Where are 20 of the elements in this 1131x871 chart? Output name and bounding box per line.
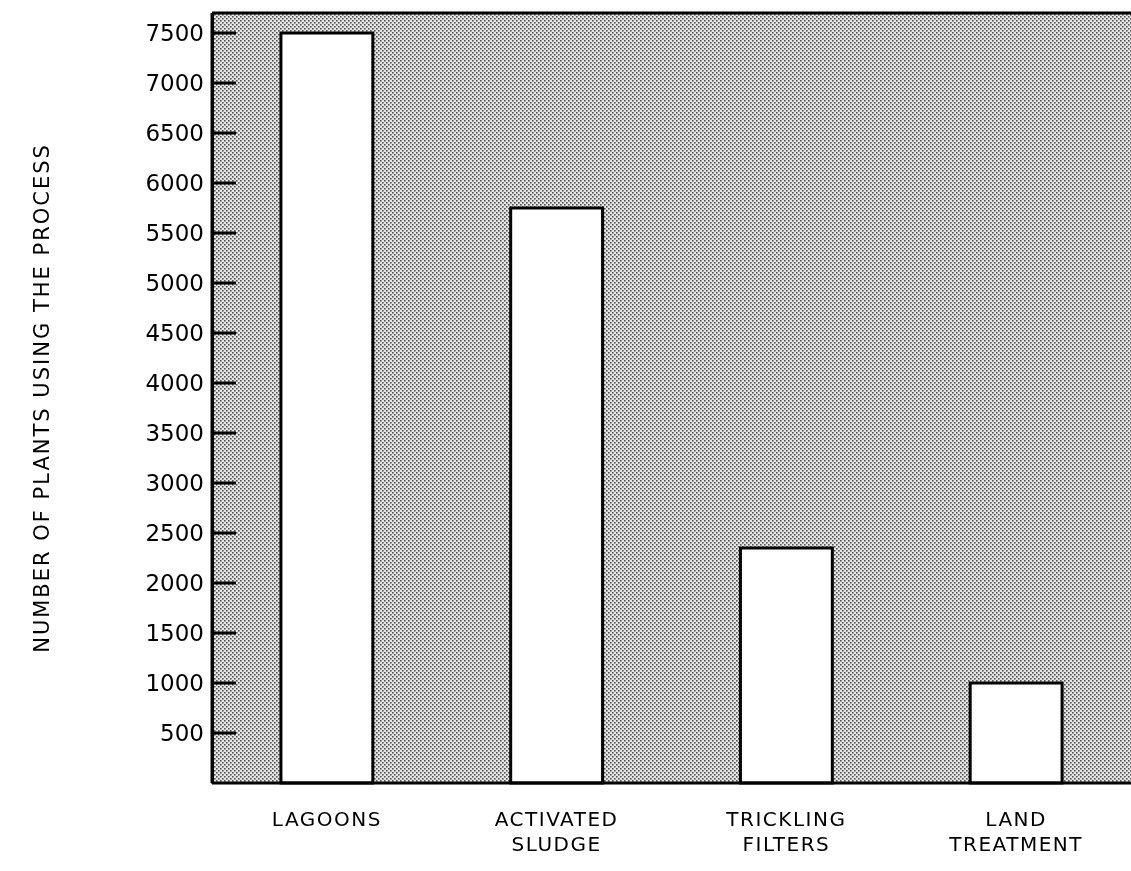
- y-tick-label: 2000: [145, 569, 204, 596]
- y-tick-label: 3000: [145, 469, 204, 496]
- x-tick-label: LAND TREATMENT: [948, 807, 1083, 856]
- y-tick-label: 7000: [145, 69, 204, 96]
- x-tick-label: LAGOONS: [271, 807, 382, 831]
- y-tick-label: 4000: [145, 369, 204, 396]
- y-tick-label: 2500: [145, 519, 204, 546]
- y-tick-label: 6500: [145, 119, 204, 146]
- y-tick-label: 5000: [145, 269, 204, 296]
- y-tick-label: 500: [160, 719, 204, 746]
- x-tick-label: ACTIVATED SLUDGE: [494, 807, 619, 856]
- y-tick-label: 3500: [145, 419, 204, 446]
- y-tick-label: 1000: [145, 669, 204, 696]
- y-tick-label: 5500: [145, 219, 204, 246]
- y-axis-title: NUMBER OF PLANTS USING THE PROCESS: [30, 143, 54, 653]
- y-tick-label: 4500: [145, 319, 204, 346]
- x-tick-label: TRICKLING FILTERS: [725, 807, 847, 856]
- y-tick-label: 1500: [145, 619, 204, 646]
- y-tick-label: 7500: [145, 19, 204, 46]
- y-tick-label: 6000: [145, 169, 204, 196]
